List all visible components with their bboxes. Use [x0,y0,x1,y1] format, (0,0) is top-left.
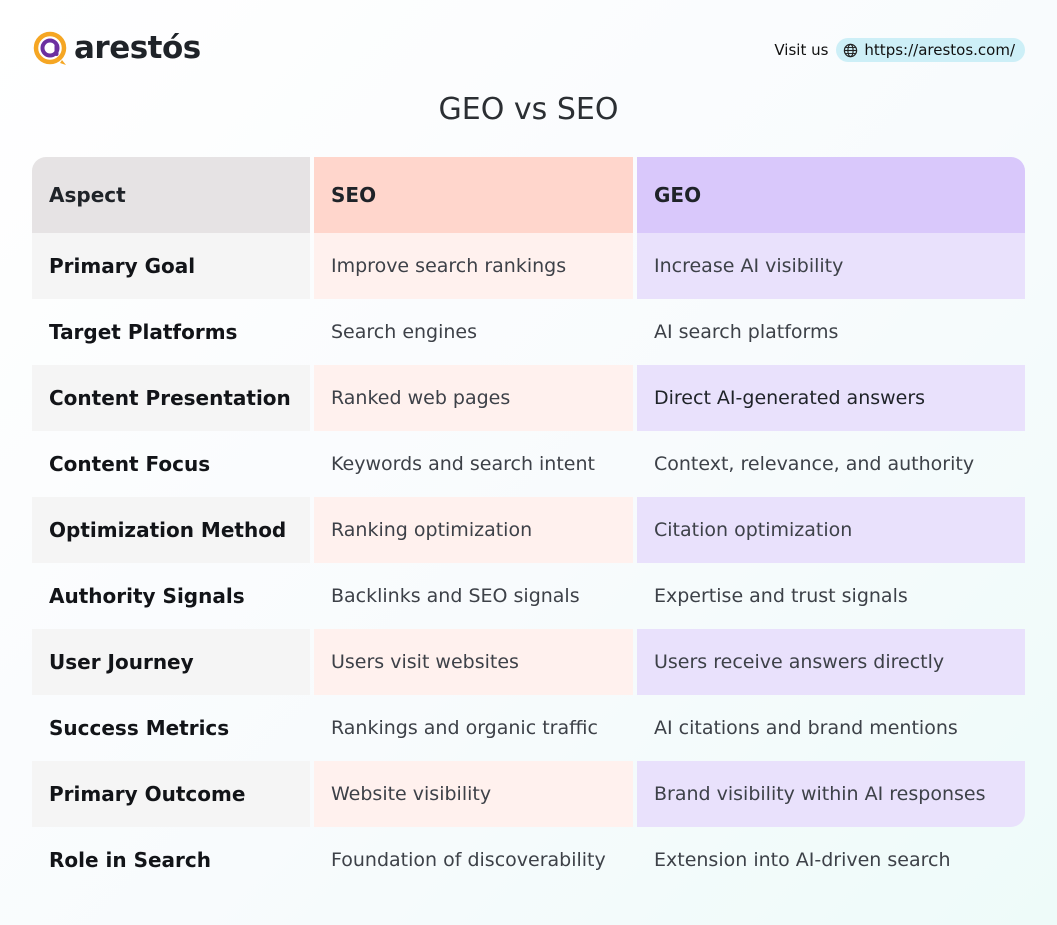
header-aspect: Aspect [32,157,310,233]
row-aspect: Content Focus [49,452,211,476]
row-seo: Search engines [331,321,478,343]
brand-name: arestós [74,30,201,66]
header-seo: SEO [314,157,633,233]
arestos-logo-icon [33,31,67,65]
visit-label: Visit us [774,41,829,59]
page-title: GEO vs SEO [438,92,619,127]
row-aspect: Primary Outcome [32,761,310,827]
row-geo: Context, relevance, and authority [654,453,975,475]
row-aspect: Target Platforms [49,320,238,344]
row-geo: AI search platforms [654,321,839,343]
row-aspect: Authority Signals [49,584,245,608]
website-url: https://arestos.com/ [864,41,1015,59]
globe-icon [844,43,858,57]
row-geo: Citation optimization [637,497,1025,563]
row-geo: AI citations and brand mentions [654,717,958,739]
row-aspect: User Journey [32,629,310,695]
row-seo: Backlinks and SEO signals [331,585,580,607]
row-aspect: Success Metrics [49,716,230,740]
row-geo: Brand visibility within AI responses [637,761,1025,827]
row-seo: Keywords and search intent [331,453,595,475]
comparison-table: Aspect SEO GEO Primary Goal Improve sear… [32,157,1025,893]
row-aspect: Optimization Method [32,497,310,563]
row-geo: Direct AI-generated answers [637,365,1025,431]
row-geo: Users receive answers directly [637,629,1025,695]
row-seo: Website visibility [314,761,633,827]
row-geo: Increase AI visibility [637,233,1025,299]
header-geo: GEO [637,157,1025,233]
row-seo: Ranked web pages [314,365,633,431]
row-geo: Extension into AI-driven search [654,849,951,871]
row-seo: Foundation of discoverability [331,849,606,871]
row-seo: Users visit websites [314,629,633,695]
website-link[interactable]: https://arestos.com/ [836,38,1025,62]
row-seo: Improve search rankings [314,233,633,299]
page-header: arestós Visit us https://arestos.com/ [32,30,1025,70]
brand-logo[interactable]: arestós [32,30,201,66]
row-aspect: Content Presentation [32,365,310,431]
row-seo: Rankings and organic traffic [331,717,598,739]
row-seo: Ranking optimization [314,497,633,563]
visit-us: Visit us https://arestos.com/ [774,38,1025,62]
row-aspect: Primary Goal [32,233,310,299]
row-aspect: Role in Search [49,848,212,872]
row-geo: Expertise and trust signals [654,585,908,607]
